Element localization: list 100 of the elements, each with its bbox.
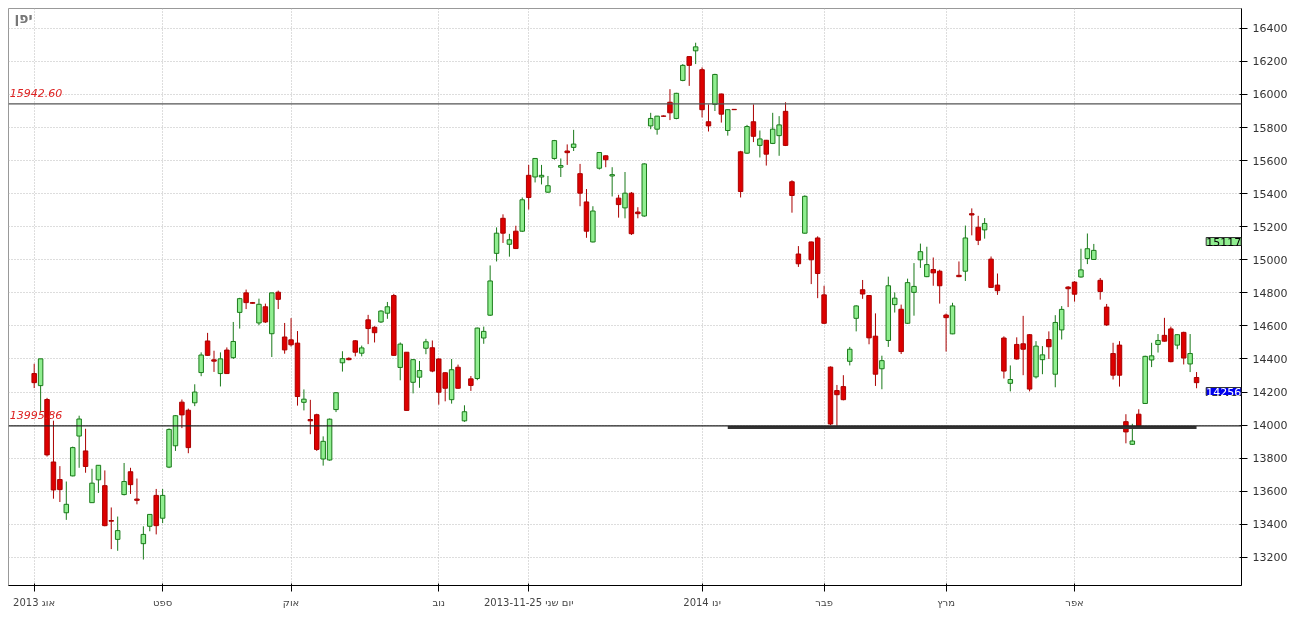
candlestick [789, 179, 795, 214]
x-tick-label: נוב [432, 596, 446, 608]
y-tick-label: 13200 [1252, 551, 1288, 565]
candlestick [943, 313, 949, 353]
candlestick [159, 488, 166, 524]
candlestick [545, 175, 551, 194]
candlestick [236, 297, 243, 330]
candlestick [89, 468, 95, 504]
candlestick [301, 388, 307, 411]
y-tick-label: 15800 [1252, 121, 1288, 135]
candlestick [455, 364, 461, 390]
y-tick-label: 14200 [1252, 386, 1288, 400]
candlestick [525, 164, 532, 211]
candlestick [879, 355, 885, 390]
candlestick [198, 351, 204, 377]
candlestick [956, 260, 962, 278]
candlestick [763, 139, 770, 167]
candlestick [924, 246, 930, 278]
candlestick [140, 525, 147, 561]
candlestick [570, 129, 577, 152]
y-tick-label: 16200 [1252, 55, 1288, 69]
candlestick [1007, 364, 1014, 392]
candlestick [493, 226, 500, 262]
y-tick-label: 15200 [1252, 220, 1288, 234]
candlestick [230, 321, 237, 360]
candlestick [275, 290, 281, 310]
chart-title: יפן [14, 9, 33, 26]
candlestick [577, 163, 583, 207]
candlestick [757, 130, 763, 158]
candlestick [622, 171, 628, 219]
x-tick-label: ספט [153, 596, 173, 608]
candlestick [204, 332, 211, 357]
candlestick [191, 383, 198, 407]
candlestick [506, 233, 513, 258]
x-tick-label: אפר [1065, 596, 1084, 608]
y-tick-label: 13800 [1252, 452, 1288, 466]
x-tick-label: אוק [282, 596, 300, 608]
x-tick-label: פבר [815, 596, 833, 608]
candlestick [917, 243, 924, 269]
y-tick-label: 14800 [1252, 286, 1288, 300]
x-tick-label: מרץ [937, 596, 956, 608]
y-tick-label: 14000 [1252, 419, 1288, 433]
candlestick [847, 346, 853, 366]
x-tick-label: ינו 2014 [683, 596, 721, 608]
y-tick-label: 15400 [1252, 187, 1288, 201]
y-tick-label: 16400 [1252, 22, 1288, 36]
candlestick [76, 415, 82, 469]
candlestick [31, 363, 37, 389]
candlestick [558, 157, 564, 178]
candlestick [1103, 303, 1110, 327]
candlestick [564, 143, 570, 166]
candlestick [333, 391, 339, 413]
candlestick [217, 351, 224, 387]
candlestick [853, 304, 859, 332]
candlestick [975, 215, 981, 246]
candlestick [692, 42, 699, 65]
y-tick-label: 15600 [1252, 154, 1288, 168]
candlestick [121, 462, 127, 496]
candlestick [725, 108, 731, 137]
text: 15117 [1206, 235, 1242, 249]
candlestick [969, 207, 975, 236]
y-tick-label: 13600 [1252, 485, 1288, 499]
candlestick [63, 481, 70, 521]
y-tick-label: 15000 [1252, 253, 1288, 267]
x-tick-label: יום שני 2013-11-25 [483, 596, 574, 608]
candlestick [468, 375, 474, 392]
candlestick [1097, 277, 1103, 301]
candlestick [114, 516, 121, 552]
candlestick [95, 464, 102, 494]
candlestick [1046, 330, 1052, 360]
candlestick [1129, 423, 1136, 446]
candlestick [1078, 248, 1084, 279]
candlestick [750, 103, 757, 143]
x-tick-label: אוג 2013 [13, 596, 56, 608]
candlestick [500, 213, 506, 244]
y-tick-label: 13400 [1252, 518, 1288, 532]
candlestick [339, 350, 346, 373]
candlestick [615, 194, 622, 219]
y-tick-label: 14600 [1252, 319, 1288, 333]
candlestick [1187, 333, 1193, 373]
candlestick [859, 279, 866, 300]
candlestick [423, 338, 429, 355]
text: 14256 [1206, 385, 1242, 399]
candlestick [609, 166, 615, 197]
candlestick [224, 346, 230, 375]
candlestick [981, 217, 988, 240]
y-tick-label: 14400 [1252, 353, 1288, 366]
candlestick [795, 245, 802, 268]
candlestick [127, 467, 134, 495]
candlestick [705, 103, 712, 133]
y-tick-label: 16000 [1252, 88, 1288, 102]
candlestick [82, 428, 89, 474]
ref-line-label: 15942.60 [9, 86, 63, 100]
candlestick [134, 478, 140, 505]
candlestick [262, 303, 269, 324]
candlestick [686, 55, 692, 87]
candlestick [397, 341, 403, 381]
candlestick [718, 93, 725, 124]
candlestick [1155, 333, 1161, 354]
candlestick [256, 298, 262, 326]
